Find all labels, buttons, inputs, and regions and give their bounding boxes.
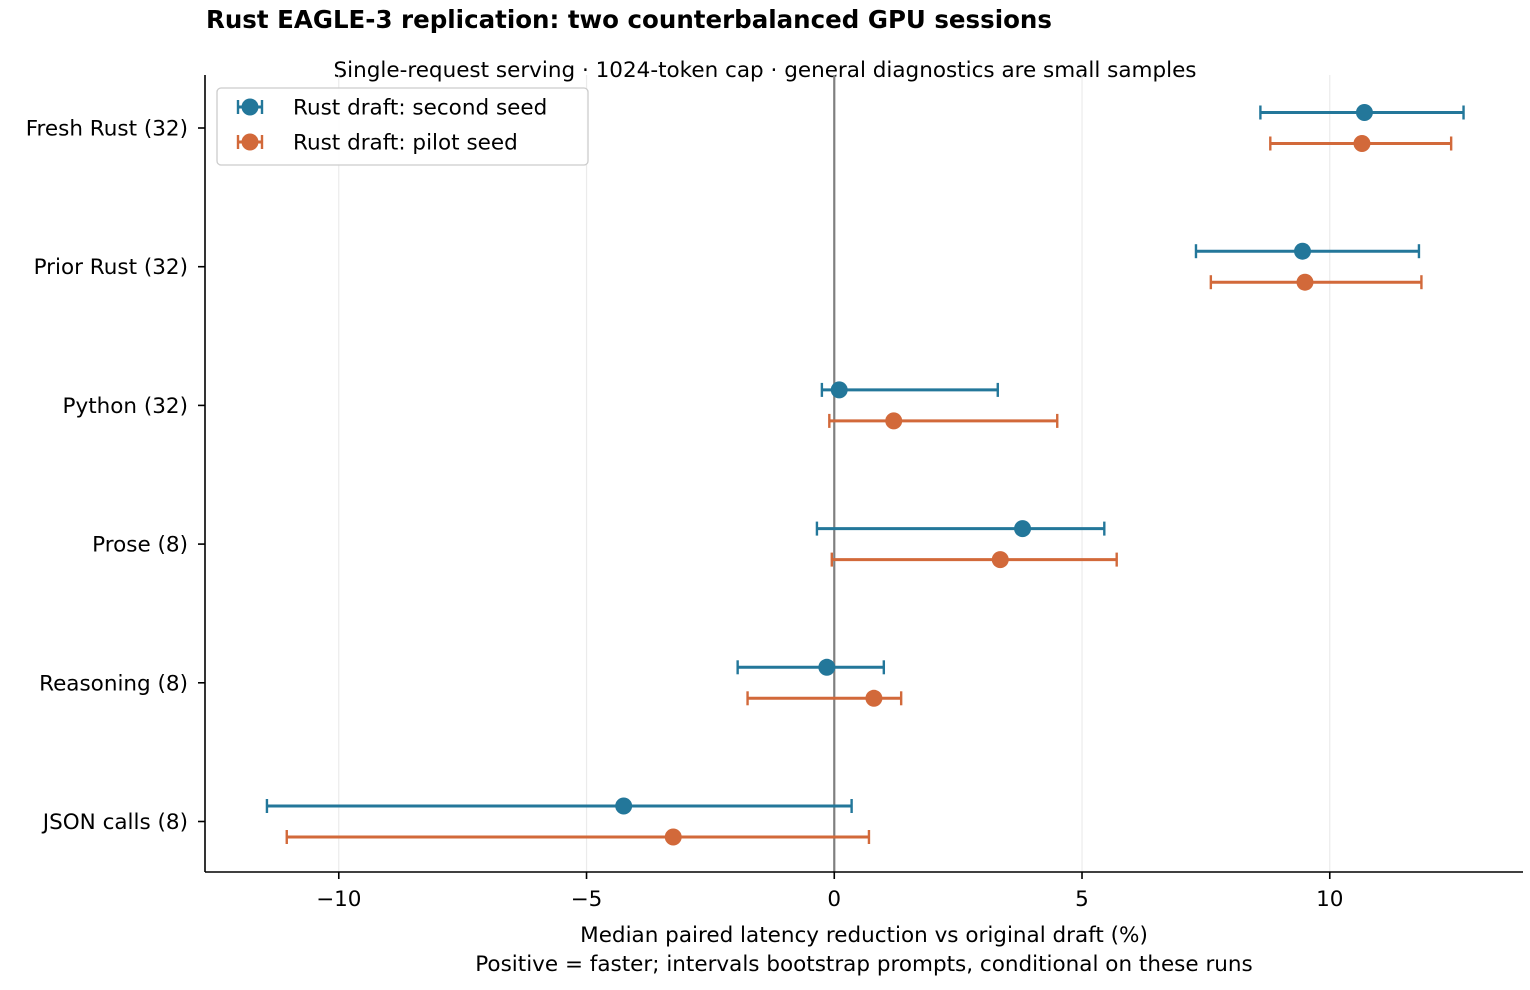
marks-layer	[265, 104, 1465, 846]
data-point	[818, 658, 836, 676]
data-point	[1014, 520, 1032, 538]
x-axis-label: Median paired latency reduction vs origi…	[580, 923, 1148, 948]
x-tick-label: 0	[827, 887, 841, 912]
data-point	[885, 412, 903, 430]
data-point	[865, 689, 883, 707]
legend-label: Rust draft: second seed	[293, 96, 547, 121]
data-point	[991, 551, 1009, 569]
x-tick-label: −10	[316, 887, 361, 912]
axes-layer: −10 −5 0 5 10 Fresh Rust (32) Prior Rust (32) P…	[26, 75, 1523, 912]
y-tick-label: Python (32)	[63, 394, 189, 419]
x-axis-note: Positive = faster; intervals bootstrap p…	[475, 952, 1253, 977]
y-tick-label: Prior Rust (32)	[34, 255, 188, 280]
data-point	[1294, 242, 1312, 260]
data-point	[615, 797, 633, 815]
chart-subtitle: Single-request serving · 1024-token cap …	[333, 58, 1196, 83]
y-tick-label: JSON calls (8)	[41, 810, 188, 835]
y-tick-label: Prose (8)	[92, 533, 188, 558]
x-tick-label: −5	[571, 887, 603, 912]
legend-label: Rust draft: pilot seed	[293, 131, 518, 156]
chart-title: Rust EAGLE-3 replication: two counterbal…	[206, 5, 1052, 34]
data-point	[1353, 135, 1371, 152]
legend-marker-dot	[241, 98, 259, 116]
y-tick-label: Reasoning (8)	[39, 671, 188, 696]
data-point	[1296, 273, 1314, 291]
legend: Rust draft: second seed Rust draft: pilot…	[216, 87, 589, 166]
data-point	[830, 381, 848, 399]
y-tick-label: Fresh Rust (32)	[26, 117, 188, 142]
legend-marker-dot	[241, 133, 259, 151]
legend-box	[216, 87, 589, 166]
data-point	[664, 828, 682, 846]
data-point	[1355, 104, 1373, 121]
x-tick-label: 10	[1316, 887, 1343, 912]
x-tick-label: 5	[1075, 887, 1089, 912]
